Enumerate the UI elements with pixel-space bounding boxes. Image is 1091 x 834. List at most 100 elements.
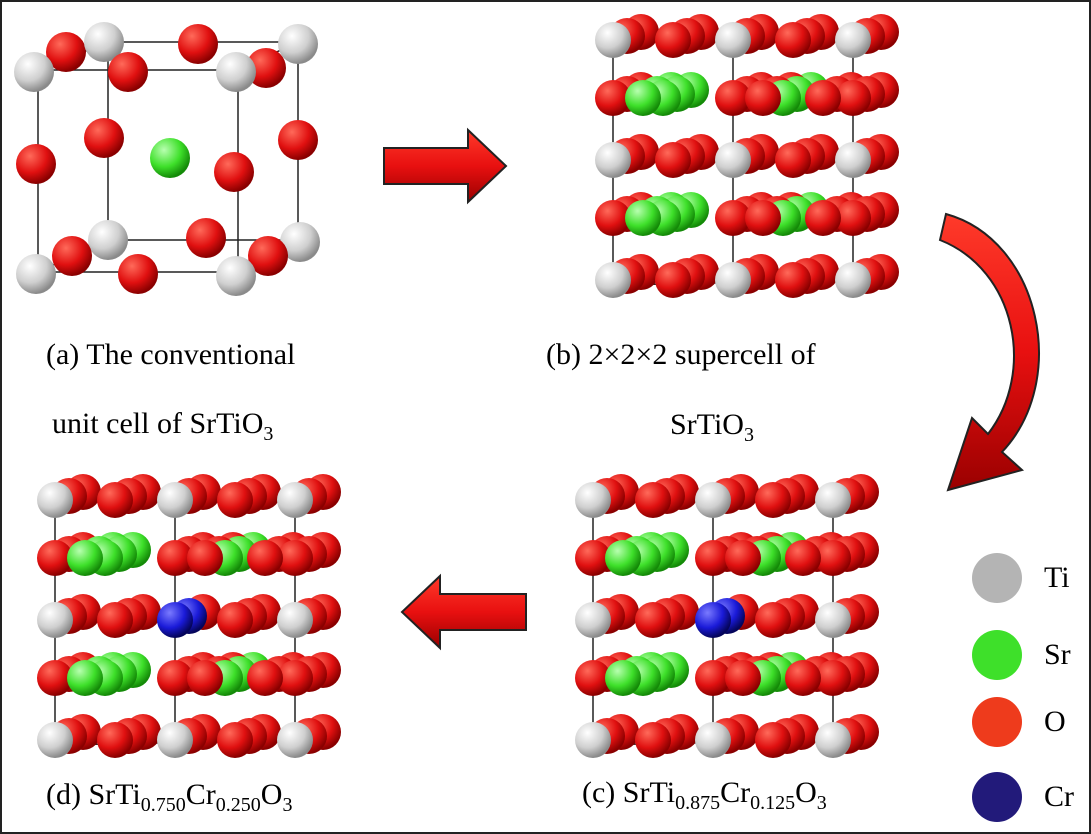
atom-o [655,142,691,178]
atom-ti [595,22,631,58]
atom-o [745,200,781,236]
atom-ti [277,482,313,518]
atom-o [187,540,223,576]
atom-ti [695,722,731,758]
atom-ti [715,262,751,298]
atom-ti [277,722,313,758]
atom-sr [605,540,641,576]
legend-label-ti: Ti [1044,561,1070,594]
atom-o [84,118,124,158]
legend-label-cr: Cr [1044,780,1074,813]
atom-ti [16,254,56,294]
atom-o [52,236,92,276]
atom-o [178,24,218,64]
atom-ti [88,220,128,260]
atom-ti [277,602,313,638]
atom-sr [67,660,103,696]
atom-o [97,722,133,758]
atom-ti [595,142,631,178]
atom-cr [157,602,193,638]
atom-ti [575,602,611,638]
legend-label-o: O [1044,705,1066,738]
atom-ti [216,52,256,92]
atom-ti [14,52,54,92]
atom-o [635,602,671,638]
legend-swatch-cr [972,772,1022,822]
atom-o [217,482,253,518]
atom-o [695,540,731,576]
atom-o [46,32,86,72]
atom-o [97,602,133,638]
atom-o [655,22,691,58]
atom-ti [715,22,751,58]
atom-o [635,482,671,518]
atom-ti [815,482,851,518]
arrow-left [400,573,527,651]
atom-o [157,660,193,696]
arrow-curved-down [938,212,1040,492]
atom-sr [625,200,661,236]
atom-o [785,660,821,696]
atom-ti [37,602,73,638]
atom-ti [715,142,751,178]
atom-o [37,660,73,696]
atom-o [745,80,781,116]
caption-a-line2: unit cell of SrTiO3 [52,407,274,445]
caption-b-line1: (b) 2×2×2 supercell of [546,338,816,371]
atom-o [278,120,318,160]
atom-sr [625,80,661,116]
atom-o [186,218,226,258]
atom-o [755,602,791,638]
atom-ti [280,222,320,262]
atom-o [595,80,631,116]
atom-o [37,540,73,576]
atom-ti [216,256,256,296]
atom-o [815,660,851,696]
atom-o [725,540,761,576]
atom-o [277,540,313,576]
atom-o [785,540,821,576]
atom-ti [575,722,611,758]
atom-o [248,236,288,276]
atom-o [635,722,671,758]
panel-a-unit-cell [14,22,320,296]
atom-o [775,262,811,298]
caption-d: (d) SrTi0.750Cr0.250O3 [46,778,293,816]
atom-ti [37,482,73,518]
atom-sr [67,540,103,576]
atom-o [815,540,851,576]
atom-o [277,660,313,696]
atom-cr [695,602,731,638]
atom-ti [278,24,318,64]
atom-o [835,200,871,236]
atom-o [16,144,56,184]
atom-o [247,540,283,576]
atom-ti [575,482,611,518]
arrow-right [383,127,508,205]
legend-label-sr: Sr [1044,638,1071,671]
atom-sr [150,138,190,178]
atom-o [775,22,811,58]
atom-o [217,722,253,758]
caption-a-line1: (a) The conventional [46,338,296,371]
atom-o [217,602,253,638]
legend-swatch-sr [972,630,1022,680]
panel-c-supercell [575,474,879,758]
legend-swatch-o [972,697,1022,747]
atom-ti [835,22,871,58]
atom-o [108,52,148,92]
atom-o [755,722,791,758]
atom-o [246,48,286,88]
atom-o [157,540,193,576]
atom-o [715,80,751,116]
atom-o [118,254,158,294]
atom-ti [595,262,631,298]
atom-o [725,660,761,696]
atom-ti [84,22,124,62]
atom-ti [157,482,193,518]
caption-c: (c) SrTi0.875Cr0.125O3 [582,776,827,814]
atom-ti [37,722,73,758]
atom-o [575,660,611,696]
